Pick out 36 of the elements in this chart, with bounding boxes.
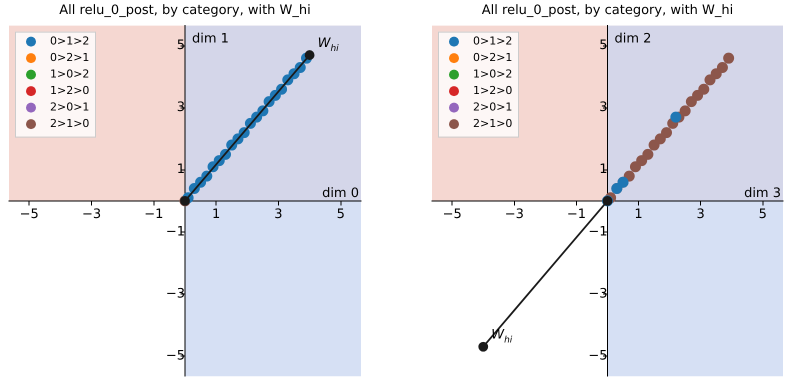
y-tick-label: −5 [166,348,185,364]
y-tick-label: −3 [166,286,185,302]
legend-label: 0>2>1 [50,50,90,64]
x-tick-label: −5 [20,207,39,222]
legend-label: 2>0>1 [50,100,90,114]
y-tick-label: −5 [588,348,608,364]
x-tick-label: −3 [504,207,524,222]
legend-label: 1>0>2 [473,67,512,80]
y-axis-title: dim 1 [192,32,229,47]
x-tick-label: 1 [212,207,220,222]
x-tick-label: 5 [336,207,345,222]
x-tick-label: 5 [758,207,767,222]
y-tick-label: −1 [588,224,608,240]
y-tick-label: −1 [166,224,185,240]
legend-label: 0>2>1 [473,50,512,64]
legend-label: 1>0>2 [50,67,90,80]
legend-label: 1>2>0 [50,84,90,97]
chart-title: All relu_0_post, by category, with W_hi [482,3,734,18]
legend-label: 0>1>2 [473,34,512,48]
legend-label: 2>1>0 [50,116,90,130]
chart-title: All relu_0_post, by category, with W_hi [59,3,311,18]
y-tick-label: −3 [588,286,608,302]
legend-label: 1>2>0 [473,84,512,97]
x-tick-label: −5 [442,207,462,222]
x-tick-label: 1 [634,207,643,222]
x-tick-label: 3 [274,207,283,222]
x-tick-label: −1 [144,207,164,222]
y-axis-title: dim 2 [614,32,652,47]
legend-label: 0>1>2 [50,34,90,48]
x-tick-label: −1 [566,207,586,222]
x-tick-label: 3 [696,207,705,222]
legend-label: 2>1>0 [473,116,512,130]
x-axis-title: dim 3 [744,186,781,201]
legend-label: 2>0>1 [473,100,512,114]
x-axis-title: dim 0 [322,186,359,201]
x-tick-label: −3 [82,207,102,222]
